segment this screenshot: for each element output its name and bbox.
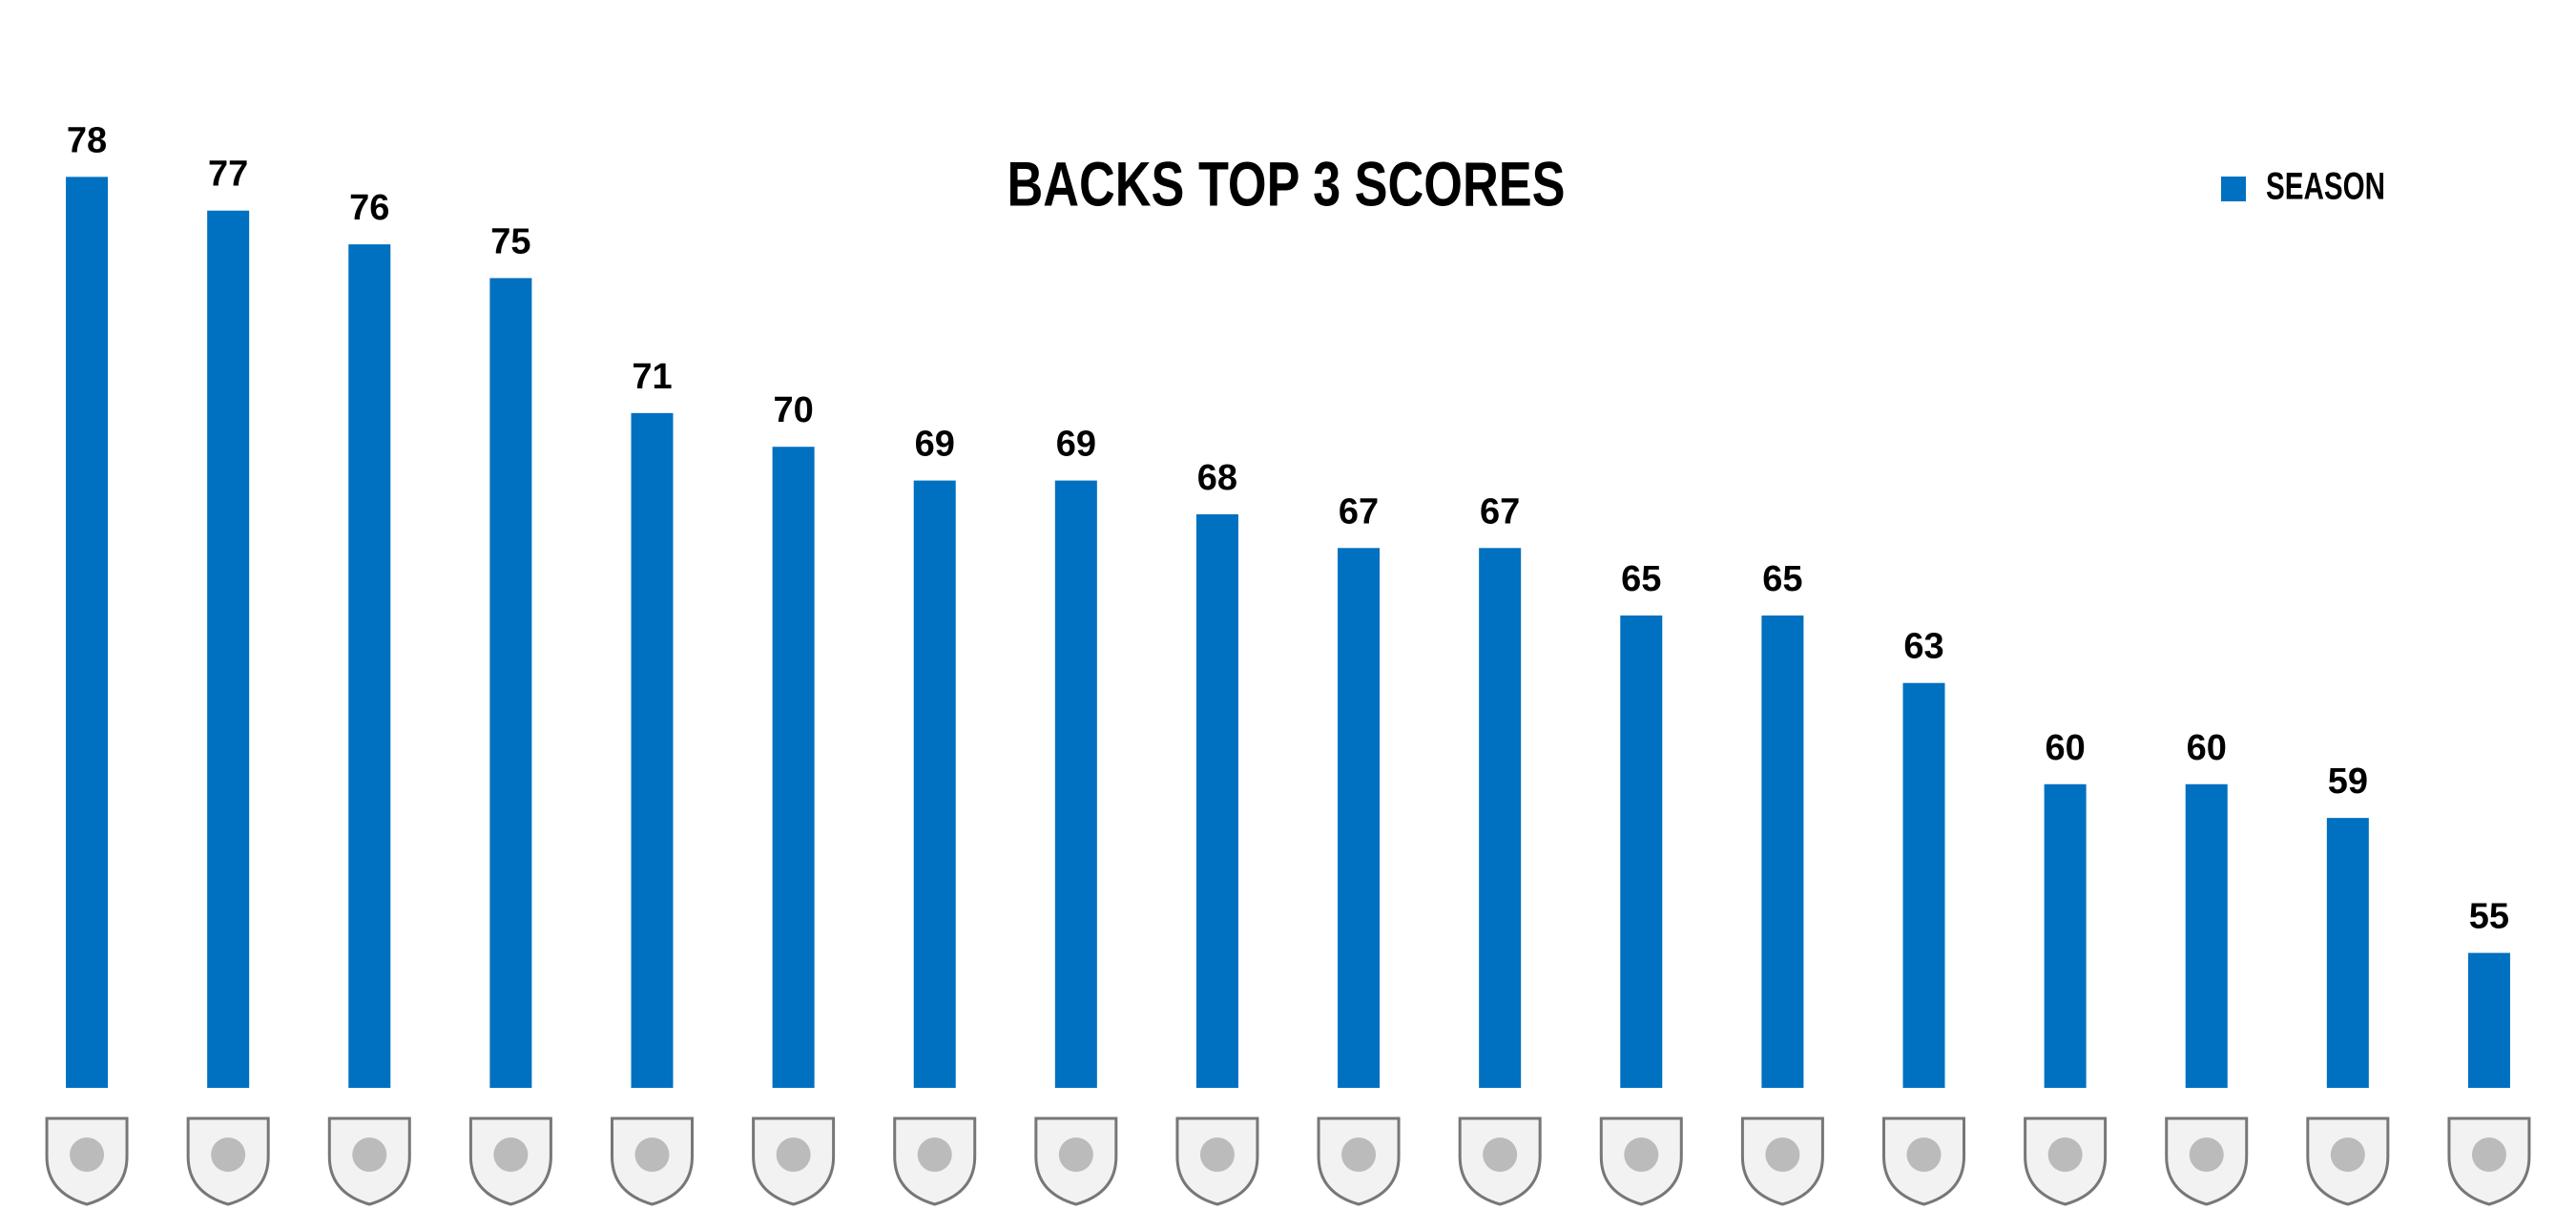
value-label: 68 [1197,458,1237,498]
value-label: 69 [1056,425,1096,465]
bar [772,447,815,1088]
bar [2467,952,2510,1088]
value-label: 65 [1621,559,1661,599]
team-logo-emblem [1624,1137,1659,1172]
value-label: 59 [2328,762,2368,802]
team-logo-emblem [1199,1137,1235,1172]
legend-label: SEASON [2266,166,2385,208]
value-label: 76 [349,188,389,228]
value-label: 60 [2187,728,2227,768]
bar [1195,513,1238,1088]
value-label: 69 [915,425,955,465]
bar [1902,682,1945,1088]
team-logo-emblem [70,1137,105,1172]
team-logo-emblem [1058,1137,1093,1172]
bar [2326,818,2369,1088]
bar [2044,783,2087,1088]
bar [1054,480,1097,1089]
team-logo-emblem [634,1137,670,1172]
team-logo-emblem [211,1137,246,1172]
team-logo-emblem [776,1137,811,1172]
value-label: 75 [490,221,530,261]
value-label: 63 [1903,627,1943,667]
value-label: 60 [2045,728,2085,768]
chart-title: BACKS TOP 3 SCORES [1008,148,1566,219]
team-logo-emblem [2330,1137,2365,1172]
team-logo-emblem [2047,1137,2083,1172]
value-label: 67 [1480,491,1520,532]
team-logo-emblem [2471,1137,2506,1172]
bar [631,412,674,1088]
bar [207,210,250,1088]
bar [1338,548,1381,1088]
value-label: 71 [632,357,672,397]
team-logo-emblem [1341,1137,1377,1172]
bar [66,177,109,1088]
team-logo-emblem [1483,1137,1518,1172]
bar [2185,783,2228,1088]
team-logo-emblem [493,1137,529,1172]
value-label: 65 [1762,559,1802,599]
bar [1620,616,1663,1088]
bar [1479,548,1522,1088]
team-logo-emblem [352,1137,387,1172]
value-label: 70 [773,390,813,430]
bar [489,278,532,1088]
value-label: 67 [1339,491,1379,532]
value-label: 77 [208,155,248,195]
team-logo-emblem [1906,1137,1942,1172]
value-label: 55 [2469,897,2509,937]
team-logo-emblem [1765,1137,1800,1172]
team-logo-emblem [2189,1137,2224,1172]
bar [348,244,391,1089]
legend-swatch [2221,177,2246,201]
value-label: 78 [67,120,107,160]
bar [913,480,956,1089]
bar [1761,616,1804,1088]
team-logo-emblem [917,1137,952,1172]
